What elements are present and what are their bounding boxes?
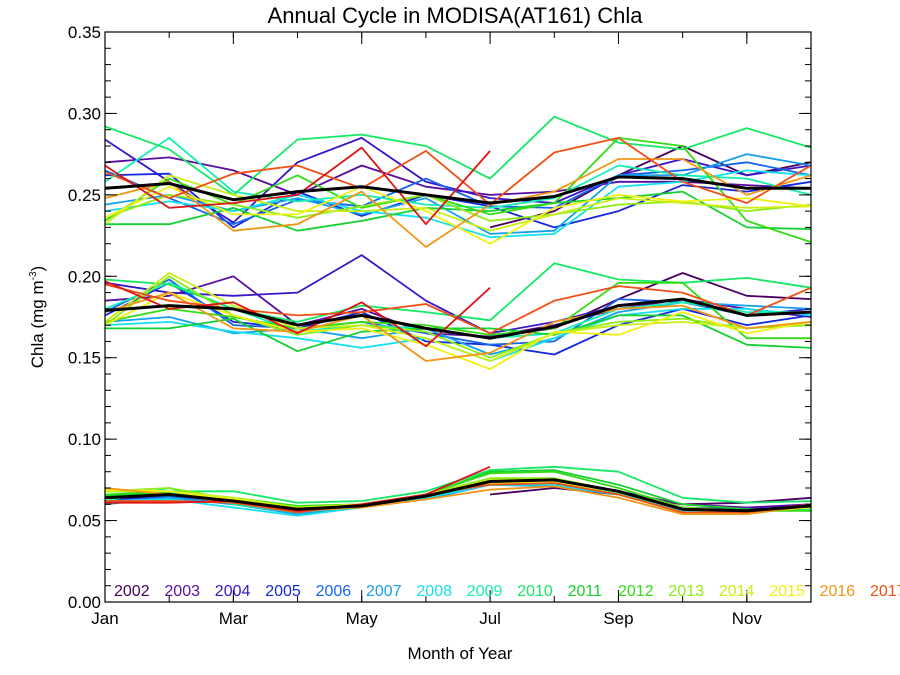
- ticks-layer: 0.00 0.05 0.10 0.15 0.20 0.25 0.30 0.35 Jan Mar Ma…: [68, 23, 812, 628]
- legend-entry-2012: 2012: [618, 583, 654, 600]
- legend-entry-2009: 2009: [467, 583, 503, 600]
- x-tick-label: Sep: [603, 609, 633, 628]
- legend-entry-2007: 2007: [366, 583, 402, 600]
- y-tick-label: 0.10: [68, 430, 101, 449]
- x-tick-label: Jan: [91, 609, 118, 628]
- y-axis-label-main: Chla (mg m: [28, 280, 47, 368]
- x-axis-label: Month of Year: [408, 644, 513, 663]
- legend-entry-2006: 2006: [316, 583, 352, 600]
- legend-entry-2003: 2003: [164, 583, 200, 600]
- series-line-2010-upper: [104, 115, 812, 196]
- x-tick-label: Mar: [219, 609, 249, 628]
- series-layer: [104, 115, 812, 517]
- series-line-2009-upper: [104, 136, 812, 209]
- series-line-2012-upper: [104, 136, 812, 243]
- plot-frame: [104, 31, 812, 603]
- series-line-2012-mid: [104, 281, 811, 340]
- series-line-2014-mid: [104, 272, 812, 362]
- series-line-2018-mid: [104, 280, 491, 348]
- y-axis-label: Chla (mg m-3): [28, 266, 47, 368]
- y-axis-label-sup: -3: [28, 271, 39, 280]
- y-tick-label: 0.25: [68, 186, 101, 205]
- mean-line-low: [104, 478, 812, 513]
- legend-entry-2013: 2013: [668, 583, 704, 600]
- legend-entry-2011: 2011: [568, 583, 603, 600]
- series-line-2018-upper: [104, 146, 491, 226]
- series-line-2018-low: [105, 465, 491, 512]
- series-line-2006-upper: [104, 161, 812, 226]
- series-line-2004-upper: [104, 136, 812, 224]
- series-line-2014-upper: [104, 174, 812, 232]
- mean-line-mid: [104, 297, 812, 340]
- x-tick-label: May: [346, 609, 379, 628]
- series-line-2016-mid: [104, 291, 812, 362]
- legend-entry-2010: 2010: [517, 583, 553, 600]
- series-line-2015-upper: [104, 185, 812, 245]
- x-tick-label: Nov: [732, 609, 763, 628]
- mean-line-upper: [104, 175, 811, 205]
- legend-entry-2014: 2014: [719, 583, 755, 600]
- series-line-2007-upper: [104, 153, 812, 235]
- legend-entry-2017: 2017: [870, 583, 900, 600]
- y-tick-label: 0.00: [68, 593, 101, 612]
- series-line-2017-upper: [104, 136, 812, 206]
- y-tick-label: 0.20: [68, 267, 101, 286]
- legend-layer: 2002 2003 2004 2005 2006 2007 2008 2009 2010 2011…: [114, 583, 900, 600]
- y-tick-label: 0.35: [68, 23, 101, 42]
- legend-entry-2002: 2002: [114, 583, 150, 600]
- y-tick-label: 0.15: [68, 349, 101, 368]
- y-tick-label: 0.30: [68, 104, 101, 123]
- y-tick-label: 0.05: [68, 512, 101, 531]
- legend-entry-2005: 2005: [265, 583, 301, 600]
- legend-entry-2015: 2015: [769, 583, 805, 600]
- legend-entry-2016: 2016: [820, 583, 856, 600]
- y-axis-label-end: ): [28, 266, 47, 272]
- legend-entry-2008: 2008: [416, 583, 452, 600]
- series-line-2016-upper: [104, 158, 812, 248]
- legend-entry-2004: 2004: [215, 583, 251, 600]
- x-tick-label: Jul: [479, 609, 501, 628]
- chart-title: Annual Cycle in MODISA(AT161) Chla: [268, 3, 644, 28]
